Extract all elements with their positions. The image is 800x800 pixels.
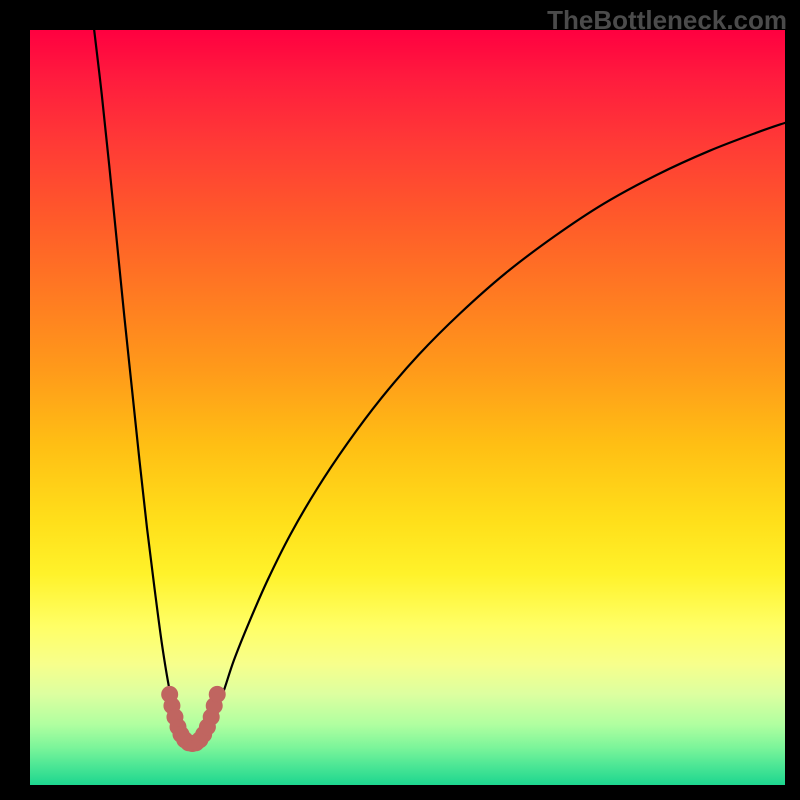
bottleneck-curve-svg: [30, 30, 785, 785]
plot-area: [30, 30, 785, 785]
chart-frame: TheBottleneck.com: [0, 0, 800, 800]
bottleneck-curve: [94, 30, 785, 744]
bottleneck-highlight-point: [209, 686, 225, 702]
